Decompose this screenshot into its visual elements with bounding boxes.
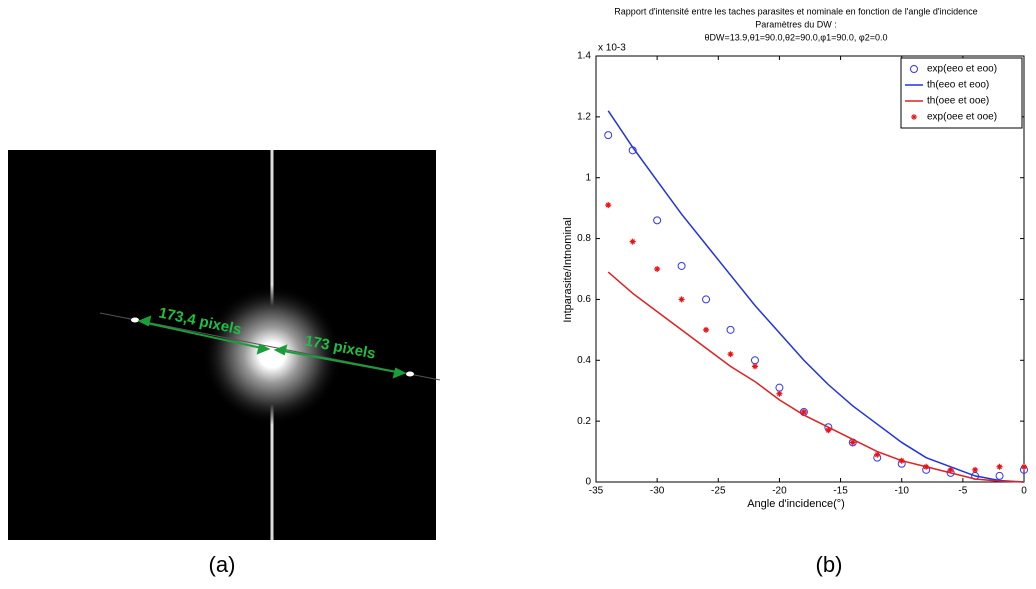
panel-a: 173,4 pixels 173 pixels (a) [8, 150, 441, 577]
x-tick-label: -5 [958, 486, 967, 497]
data-point [923, 463, 930, 470]
x-tick-label: -20 [772, 486, 787, 497]
data-point [874, 451, 881, 458]
data-point [727, 351, 734, 358]
data-point [702, 295, 711, 304]
data-point [776, 390, 783, 397]
series-line [607, 271, 1025, 483]
data-point [898, 457, 905, 464]
y-tick-label: 0.2 [577, 416, 591, 427]
data-point [605, 202, 612, 209]
caption: (b) [816, 552, 843, 577]
legend-label: th(eeo et eoo) [927, 80, 989, 91]
legend-box [900, 57, 1023, 129]
chart-title: Rapport d'intensité entre les taches par… [614, 6, 977, 16]
y-tick-label: 1 [585, 172, 591, 183]
y-tick-label: 0.4 [577, 355, 591, 366]
data-point [604, 131, 613, 140]
data-point [996, 463, 1003, 470]
data-point [800, 409, 807, 416]
x-tick-label: -15 [833, 486, 848, 497]
y-multiplier: x 10-3 [598, 43, 626, 54]
x-axis-label: Angle d'incidence(°) [747, 498, 845, 510]
legend: exp(eeo et eoo) th(eeo et eoo) th(oee et o… [900, 57, 1023, 129]
data-point [703, 326, 710, 333]
legend-swatch [910, 65, 918, 73]
data-point [677, 261, 686, 270]
data-point [825, 427, 832, 434]
y-axis-label: Intparasite/Intnominal [562, 217, 574, 322]
data-point [947, 466, 954, 473]
data-point [751, 363, 758, 370]
central-spot [202, 285, 342, 425]
chart-subtitle: Paramètres du DW : [755, 19, 837, 29]
x-tick-label: -10 [894, 486, 909, 497]
data-point [654, 266, 661, 272]
caption: (a) [209, 552, 236, 577]
x-tick-label: -25 [711, 486, 726, 497]
series-line [607, 110, 1025, 483]
y-tick-label: 1.4 [577, 51, 591, 62]
x-tick-label: -30 [650, 486, 665, 497]
y-tick-label: 1.2 [577, 111, 591, 122]
legend-label: th(oee et ooe) [927, 96, 989, 107]
data-point [775, 383, 784, 392]
parasite-spot [131, 317, 139, 323]
legend-label: exp(oee et ooe) [927, 112, 997, 123]
data-point [726, 325, 735, 334]
data-point [629, 238, 636, 245]
data-point [653, 216, 662, 225]
x-tick-label: 0 [1021, 486, 1027, 497]
parasite-spot [406, 371, 414, 377]
y-tick-label: 0.8 [577, 233, 591, 244]
x-tick-label: -35 [589, 486, 604, 497]
data-point [972, 466, 979, 473]
y-tick-label: 0.6 [577, 294, 591, 305]
arrows [137, 315, 407, 379]
y-tick-label: 0 [585, 477, 591, 488]
plot-frame [595, 55, 1025, 483]
legend-label: exp(eeo et eoo) [927, 64, 997, 75]
data-point [678, 296, 685, 303]
panel-b: Rapport d'intensité entre les taches par… [562, 6, 1025, 577]
data-point [1021, 463, 1027, 470]
data-point [995, 471, 1004, 480]
data-point [849, 439, 856, 446]
data-point [750, 356, 759, 365]
legend-swatch [911, 114, 917, 120]
chart-parameters: θDW=13.9,θ1=90.0,θ2=90.0,φ1=90.0, φ2=0.0 [704, 32, 887, 42]
